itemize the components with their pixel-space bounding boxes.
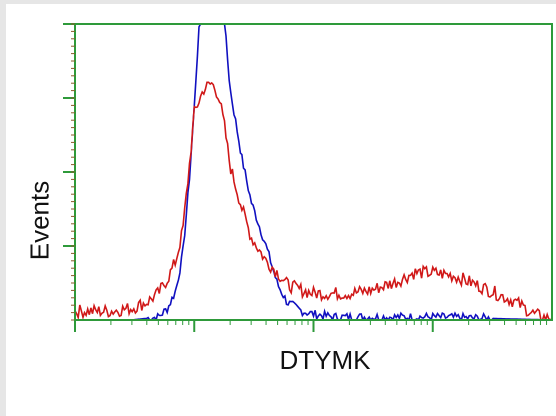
series-line-2 [75,81,552,320]
plot-frame [74,23,553,321]
y-axis-label: Events [10,140,70,300]
series-line-1 [75,24,552,320]
x-axis-label: DTYMK [279,345,371,375]
y-axis-label-text: Events [24,180,55,260]
histogram-figure [6,4,556,416]
plot-area [63,23,553,332]
